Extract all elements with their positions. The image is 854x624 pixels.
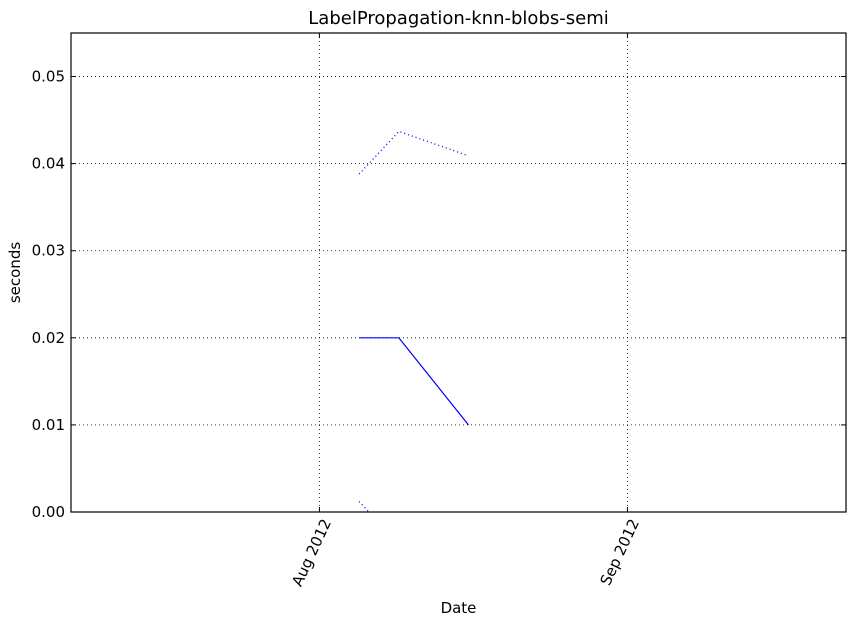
x-axis-label: Date [441,599,477,617]
y-tick-label: 0.00 [32,503,65,521]
y-axis-label: seconds [6,242,24,303]
y-tick-label: 0.05 [32,68,65,86]
y-tick-label: 0.03 [32,242,65,260]
y-tick-label: 0.01 [32,416,65,434]
y-tick-label: 0.02 [32,329,65,347]
plot-frame [70,32,847,513]
y-tick-label: 0.04 [32,155,65,173]
chart-title: LabelPropagation-knn-blobs-semi [308,8,608,29]
series-group [358,130,469,512]
series-line-solid [359,337,469,426]
